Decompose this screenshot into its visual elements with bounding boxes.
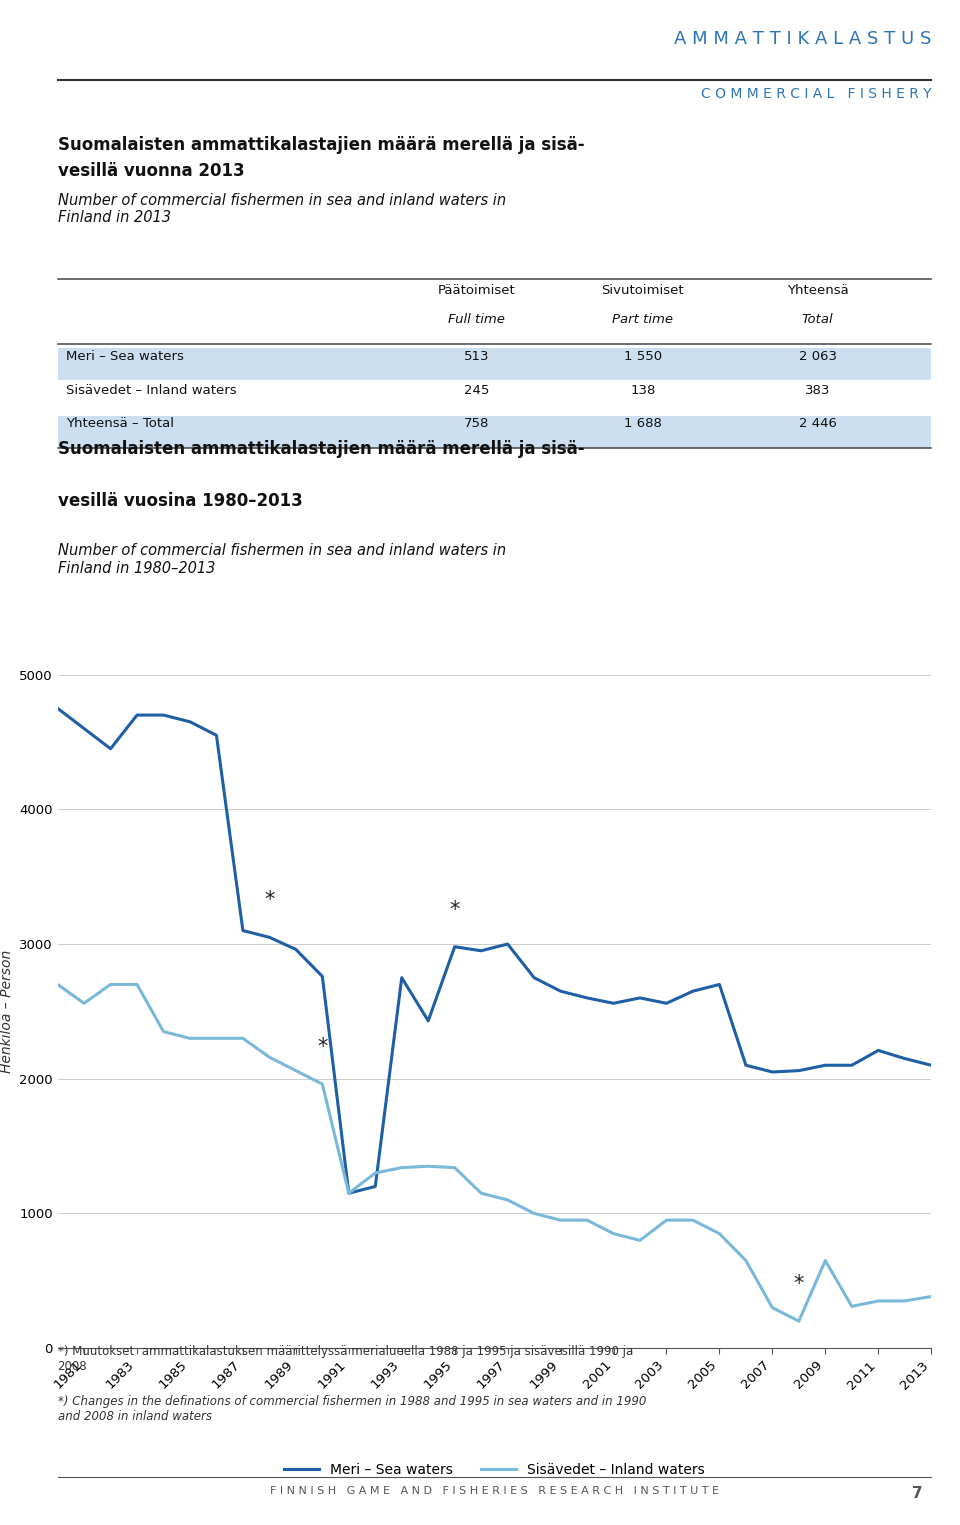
Text: Meri – Sea waters: Meri – Sea waters — [66, 349, 184, 363]
Text: A M M A T T I K A L A S T U S: A M M A T T I K A L A S T U S — [674, 30, 931, 49]
Text: 2 446: 2 446 — [799, 418, 836, 430]
Text: 513: 513 — [465, 349, 490, 363]
Text: *) Muutokset  ammattikalastuksen määrittelyssä merialueella 1988 ja 1995 ja sisä: *) Muutokset ammattikalastuksen määritte… — [58, 1345, 633, 1372]
Text: Sisävedet – Inland waters: Sisävedet – Inland waters — [66, 384, 237, 396]
Text: Sivutoimiset: Sivutoimiset — [602, 284, 684, 297]
Text: Yhteensä: Yhteensä — [787, 284, 849, 297]
Text: Number of commercial fishermen in sea and inland waters in
Finland in 2013: Number of commercial fishermen in sea an… — [58, 194, 506, 226]
Text: 7: 7 — [912, 1485, 923, 1501]
Text: C O M M E R C I A L   F I S H E R Y: C O M M E R C I A L F I S H E R Y — [701, 87, 931, 101]
Text: *: * — [794, 1275, 804, 1295]
Y-axis label: Henkilöä – Person: Henkilöä – Person — [0, 950, 13, 1074]
Text: Suomalaisten ammattikalastajien määrä merellä ja sisä-: Suomalaisten ammattikalastajien määrä me… — [58, 136, 585, 154]
Text: Total: Total — [802, 313, 833, 326]
Text: 1 550: 1 550 — [624, 349, 662, 363]
Text: *: * — [264, 891, 275, 910]
Text: 383: 383 — [804, 384, 830, 396]
Bar — [58, 348, 931, 380]
Text: Yhteensä – Total: Yhteensä – Total — [66, 418, 175, 430]
Bar — [58, 416, 931, 448]
Text: Number of commercial fishermen in sea and inland waters in
Finland in 1980–2013: Number of commercial fishermen in sea an… — [58, 543, 506, 576]
Text: 758: 758 — [465, 418, 490, 430]
Text: *: * — [317, 1037, 327, 1057]
Text: Päätoimiset: Päätoimiset — [438, 284, 516, 297]
Text: 245: 245 — [465, 384, 490, 396]
Text: Suomalaisten ammattikalastajien määrä merellä ja sisä-: Suomalaisten ammattikalastajien määrä me… — [58, 441, 585, 459]
Text: Part time: Part time — [612, 313, 673, 326]
Text: 138: 138 — [630, 384, 656, 396]
Text: 2 063: 2 063 — [799, 349, 836, 363]
Text: 1 688: 1 688 — [624, 418, 661, 430]
Text: vesillä vuosina 1980–2013: vesillä vuosina 1980–2013 — [58, 493, 302, 509]
Text: *) Changes in the definations of commercial fishermen in 1988 and 1995 in sea wa: *) Changes in the definations of commerc… — [58, 1395, 646, 1423]
Text: Full time: Full time — [448, 313, 505, 326]
Text: vesillä vuonna 2013: vesillä vuonna 2013 — [58, 162, 244, 180]
Legend: Meri – Sea waters, Sisävedet – Inland waters: Meri – Sea waters, Sisävedet – Inland wa… — [278, 1458, 710, 1482]
Text: F I N N I S H   G A M E   A N D   F I S H E R I E S   R E S E A R C H   I N S T : F I N N I S H G A M E A N D F I S H E R … — [270, 1485, 719, 1496]
Text: *: * — [449, 900, 460, 920]
